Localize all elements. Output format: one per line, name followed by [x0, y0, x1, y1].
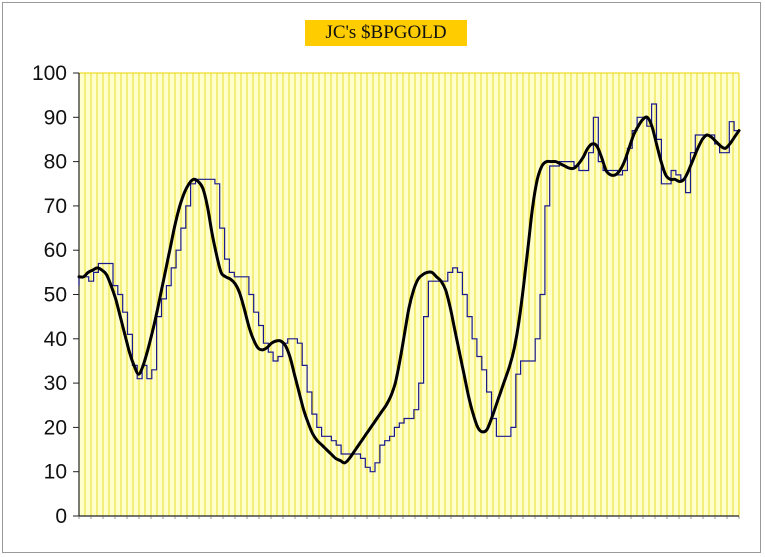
- series-line-raw: [78, 103, 739, 473]
- y-tick-label: 20: [44, 416, 67, 439]
- y-tick-label: 90: [44, 106, 67, 129]
- series: [77, 103, 741, 473]
- y-tick-label: 30: [44, 372, 67, 395]
- y-tick-label: 50: [44, 284, 67, 307]
- series-line-smoothed: [77, 115, 741, 465]
- y-tick-label: 70: [44, 195, 67, 218]
- y-axis-ticks: 0 10 20 30 40 50 60 70 80 90 100: [32, 62, 79, 528]
- chart-title: JC's $BPGOLD: [305, 20, 467, 46]
- y-tick-label: 60: [44, 239, 67, 262]
- y-tick-label: 80: [44, 151, 67, 174]
- x-axis-ticks: [78, 516, 740, 519]
- y-tick-label: 10: [44, 461, 67, 484]
- y-tick-label: 40: [44, 328, 67, 351]
- y-tick-label: 100: [32, 62, 67, 85]
- y-tick-label: 0: [55, 505, 67, 528]
